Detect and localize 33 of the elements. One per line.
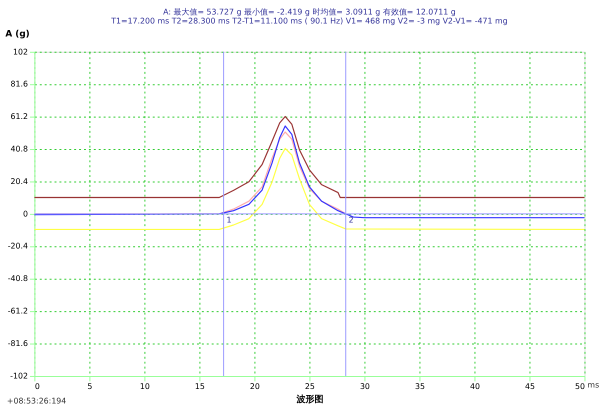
text: T1=17.200 ms T2=28.300 ms T2-T1=11.100 ms ( 90.1 Hz) V1= 468 mg V2= -3 mg V2-V1= -471 mg [110, 16, 508, 26]
text: +08:53:26:194 [6, 396, 66, 406]
x-tick-label: 15 [194, 382, 205, 392]
annotation: 2 [348, 216, 354, 225]
y-tick-label: 0 [22, 209, 28, 218]
x-tick-label: 40 [470, 382, 480, 392]
x-tick-label: 0 [34, 382, 40, 392]
y-tick-label: -20.4 [8, 242, 28, 251]
line-series [34, 148, 586, 230]
x-axis-title: 波形图 [295, 394, 324, 405]
annotation: 1 [226, 216, 232, 225]
x-tick-label: 20 [250, 382, 260, 392]
y-tick-label: -40.8 [8, 274, 28, 284]
y-tick-label: -102 [10, 371, 28, 380]
line-series [34, 125, 586, 218]
x-tick-label: 5 [87, 382, 92, 392]
y-tick-label: 40.8 [10, 144, 28, 154]
x-tick-label: 45 [524, 382, 535, 392]
y-tick-label: 61.2 [10, 112, 28, 122]
x-tick-label: 35 [414, 382, 425, 392]
text: A: 最大值= 53.727 g 最小值= -2.419 g 时均值= 3.0911 g 有效值= 12.0711 g [163, 7, 456, 16]
text: ms [587, 380, 600, 390]
x-tick-label: 10 [140, 382, 150, 392]
y-tick-label: 81.6 [10, 80, 28, 89]
x-tick-label: 50 [574, 382, 585, 392]
x-tick-label: 30 [360, 382, 370, 392]
line-series [34, 116, 586, 198]
x-tick-label: 25 [304, 382, 315, 392]
y-tick-label: -61.2 [8, 306, 28, 316]
y-axis-title: A (g) [5, 30, 30, 40]
y-tick-label: 20.4 [10, 176, 28, 186]
y-tick-label: -81.6 [8, 339, 28, 348]
y-tick-label: 102 [13, 47, 28, 56]
